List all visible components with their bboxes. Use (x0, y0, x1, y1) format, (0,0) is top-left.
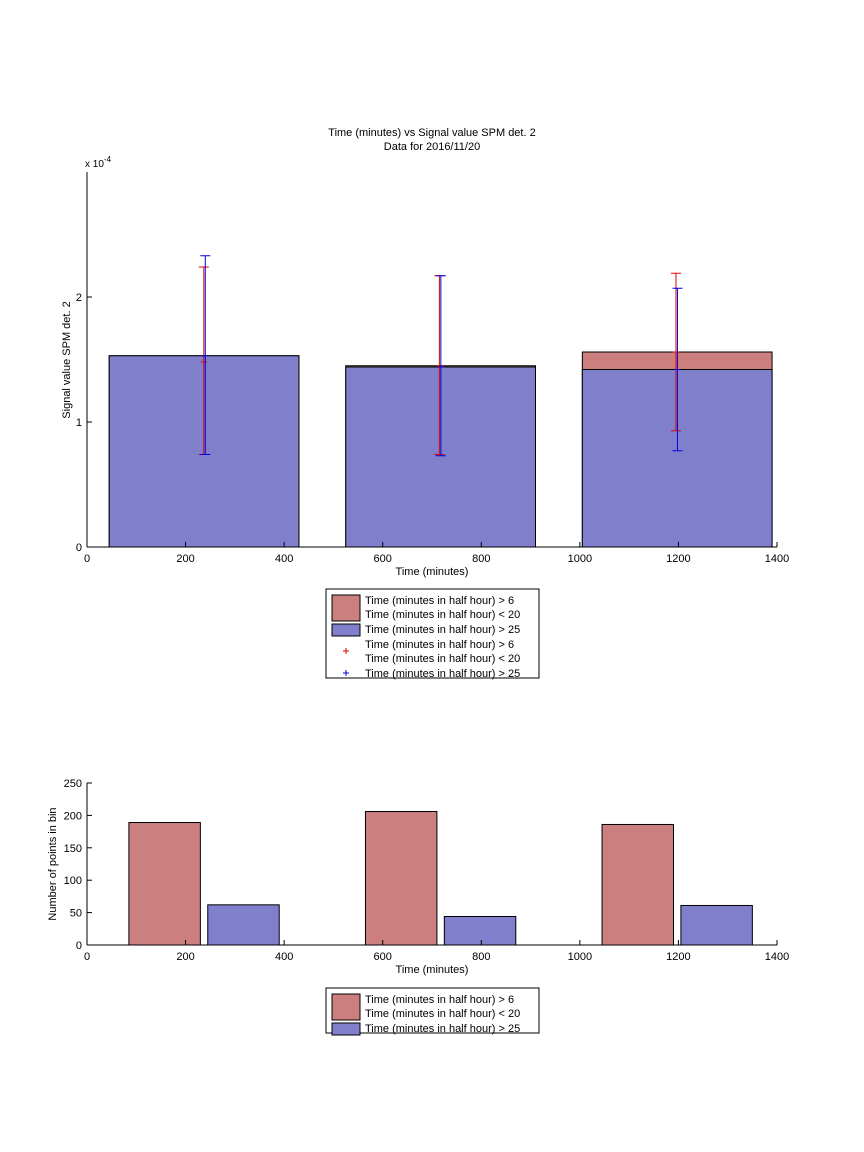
y-axis-label: Number of points in bin (47, 807, 59, 920)
legend-label-0-line2: Time (minutes in half hour) < 20 (365, 609, 520, 621)
x-tick-label: 1000 (568, 553, 592, 565)
x-tick-label: 200 (176, 553, 194, 565)
legend-swatch-1 (331, 623, 361, 637)
y-axis-label: Signal value SPM det. 2 (61, 301, 73, 418)
x-axis-label: Time (minutes) (396, 566, 469, 578)
y-tick-label: 2 (76, 292, 82, 304)
x-tick-label: 400 (275, 553, 293, 565)
x-axis-label: Time (minutes) (396, 964, 469, 976)
x-tick-label: 1400 (765, 553, 789, 565)
count-bar-red-2 (601, 823, 674, 946)
chart-title: Time (minutes) vs Signal value SPM det. … (328, 127, 535, 139)
x-tick-label: 0 (84, 951, 90, 963)
legend-swatch-1 (331, 1022, 361, 1036)
x-tick-label: 800 (472, 951, 490, 963)
count-bar-red-1 (364, 811, 438, 946)
legend-label-0: Time (minutes in half hour) > 6 (365, 994, 514, 1006)
y-tick-label: 250 (64, 778, 82, 790)
x-tick-label: 800 (472, 553, 490, 565)
x-tick-label: 0 (84, 553, 90, 565)
x-tick-label: 200 (176, 951, 194, 963)
y-axis-exponent-power: -4 (104, 155, 112, 164)
y-axis-exponent: x 10-4 (85, 155, 112, 170)
x-tick-label: 600 (374, 951, 392, 963)
legend-box (325, 987, 540, 1034)
chart-subtitle: Data for 2016/11/20 (384, 141, 480, 153)
legend-label-1: Time (minutes in half hour) > 25 (365, 1023, 520, 1035)
legend-box (325, 588, 540, 679)
legend-label-1: Time (minutes in half hour) > 25 (365, 624, 520, 636)
x-tick-label: 600 (374, 553, 392, 565)
x-tick-label: 1200 (666, 951, 690, 963)
x-tick-label: 1200 (666, 553, 690, 565)
y-tick-label: 0 (76, 542, 82, 554)
count-chart: 0 200 400 600 800 1000 1200 1400 0 50 100 150 200 250… (47, 778, 789, 976)
legend-label-0: Time (minutes in half hour) > 6 (365, 595, 514, 607)
count-bar-blue-1 (443, 915, 517, 946)
count-chart-legend: Time (minutes in half hour) > 6 Time (min… (325, 987, 540, 1036)
y-tick-label: 100 (64, 875, 82, 887)
y-tick-label: 200 (64, 810, 82, 822)
x-tick-label: 400 (275, 951, 293, 963)
count-bar-blue-2 (680, 904, 753, 946)
legend-label-2-line2: Time (minutes in half hour) < 20 (365, 653, 520, 665)
legend-label-2: Time (minutes in half hour) > 6 (365, 639, 514, 651)
y-tick-label: 50 (70, 908, 82, 920)
y-tick-label: 1 (76, 417, 82, 429)
x-tick-label: 1400 (765, 951, 789, 963)
legend-swatch-0 (331, 993, 361, 1021)
signal-chart: 0 200 400 600 800 1000 1200 1400 0 1 2 x 10-4 Time (… (61, 155, 789, 578)
legend-label-0-line2: Time (minutes in half hour) < 20 (365, 1008, 520, 1020)
x-tick-label: 1000 (568, 951, 592, 963)
signal-chart-legend: Time (minutes in half hour) > 6 Time (min… (325, 588, 540, 680)
y-tick-label: 0 (76, 940, 82, 952)
count-bar-blue-0 (207, 904, 280, 946)
count-bar-red-0 (128, 822, 201, 946)
legend-swatch-0 (331, 594, 361, 622)
y-tick-label: 150 (64, 843, 82, 855)
legend-label-3: Time (minutes in half hour) > 25 (365, 668, 520, 680)
